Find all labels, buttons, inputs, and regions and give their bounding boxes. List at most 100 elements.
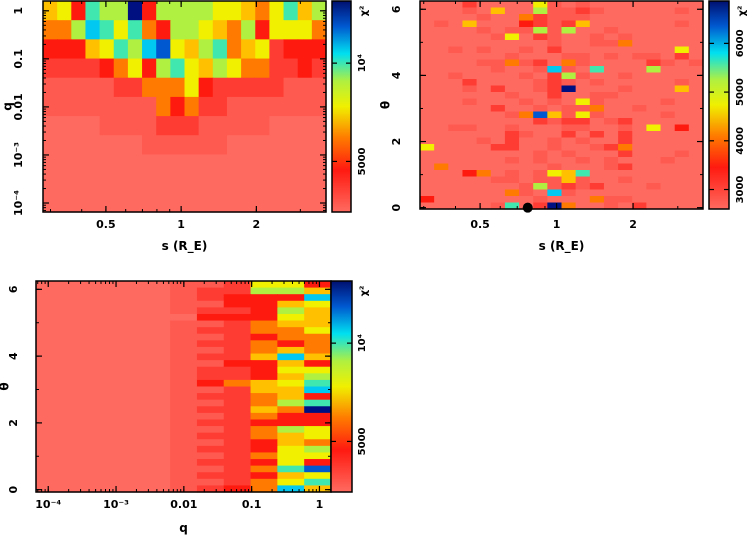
heatmap-cell <box>618 183 633 191</box>
heatmap-cell <box>434 118 449 126</box>
heatmap-cell <box>434 157 449 165</box>
heatmap-cell <box>462 7 478 15</box>
heatmap-cell <box>476 46 492 54</box>
heatmap-cell <box>618 137 633 145</box>
heatmap-cell <box>547 27 563 35</box>
heatmap-cell <box>89 426 118 434</box>
heatmap-cell <box>462 92 478 100</box>
heatmap-cell <box>462 124 478 132</box>
heatmap-cell <box>660 131 676 139</box>
heatmap-cell <box>304 360 332 368</box>
heatmap-cell <box>660 27 676 35</box>
heatmap-cell <box>57 96 72 117</box>
heatmap-cell <box>533 33 548 41</box>
heatmap-cell <box>646 33 662 41</box>
heatmap-cell <box>170 412 198 421</box>
heatmap-cell <box>250 465 278 473</box>
x-tick-label: 1 <box>177 218 185 231</box>
heatmap-cell <box>434 20 449 28</box>
heatmap-cell <box>277 340 305 348</box>
heatmap-cell <box>448 66 464 74</box>
heatmap-cell <box>420 111 435 119</box>
heatmap-cell <box>156 173 171 194</box>
heatmap-cell <box>196 386 225 394</box>
heatmap-cell <box>269 96 285 117</box>
heatmap-cell <box>575 131 591 139</box>
heatmap-cell <box>547 137 563 145</box>
heatmap-cell <box>561 157 577 165</box>
heatmap-cell <box>519 14 534 22</box>
heatmap-cell <box>89 287 118 295</box>
heatmap-cell <box>575 189 591 197</box>
heatmap-cell <box>89 307 118 315</box>
heatmap-cell <box>632 157 647 165</box>
heatmap-cell <box>198 20 214 40</box>
heatmap-cell <box>519 105 534 113</box>
heatmap-cell <box>85 173 101 194</box>
heatmap-cell <box>116 465 144 473</box>
heatmap-cell <box>223 353 252 361</box>
heatmap-cell <box>660 163 676 171</box>
heatmap-cell <box>688 176 704 184</box>
heatmap-cell <box>250 281 278 289</box>
heatmap-cell <box>170 307 198 315</box>
heatmap-cell <box>434 189 449 197</box>
heatmap-cell <box>603 66 619 74</box>
heatmap-cell <box>504 118 520 126</box>
heatmap-cell <box>62 360 91 368</box>
heatmap-cell <box>36 465 64 473</box>
heatmap-cell <box>632 105 647 113</box>
heatmap-cell <box>170 379 198 388</box>
heatmap-cell <box>674 33 690 41</box>
heatmap-cell <box>660 1 676 9</box>
heatmap-cell <box>632 98 647 106</box>
heatmap-cell <box>116 439 144 447</box>
heatmap-cell <box>575 157 591 165</box>
heatmap-cell <box>62 412 91 421</box>
heatmap-cell <box>311 116 327 136</box>
heatmap-cell <box>198 77 214 98</box>
heatmap-cell <box>434 202 449 210</box>
heatmap-cell <box>304 399 332 407</box>
heatmap-cell <box>297 39 313 60</box>
heatmap-cell <box>490 157 506 165</box>
heatmap-cell <box>575 79 591 87</box>
heatmap-cell <box>223 478 252 486</box>
heatmap-cell <box>89 340 118 348</box>
heatmap-cell <box>223 373 252 381</box>
heatmap-cell <box>143 333 171 341</box>
heatmap-cell <box>603 46 619 54</box>
heatmap-cell <box>156 77 171 98</box>
heatmap-cell <box>603 196 619 204</box>
heatmap-cell <box>618 144 633 152</box>
heatmap-cell <box>311 96 327 117</box>
heatmap-cell <box>170 472 198 480</box>
heatmap-cell <box>116 412 144 421</box>
heatmap-cell <box>89 373 118 381</box>
heatmap-cell <box>170 77 186 98</box>
heatmap-cell <box>311 1 327 21</box>
heatmap-cell <box>71 39 87 60</box>
heatmap-cell <box>561 189 577 197</box>
heatmap-cell <box>36 366 64 374</box>
heatmap-cell <box>223 287 252 295</box>
heatmap-cell <box>519 170 534 178</box>
heatmap-cell <box>283 135 299 156</box>
heatmap-cell <box>71 20 87 40</box>
heatmap-cell <box>448 79 464 87</box>
y-axis-title: q <box>1 102 15 111</box>
heatmap-cell <box>660 92 676 100</box>
heatmap-cell <box>462 66 478 74</box>
heatmap-cell <box>632 131 647 139</box>
heatmap-cell <box>603 189 619 197</box>
heatmap-cell <box>156 20 171 40</box>
heatmap-cell <box>241 173 256 194</box>
heatmap-cell <box>603 27 619 35</box>
heatmap-cell <box>198 58 214 79</box>
heatmap-cell <box>196 307 225 315</box>
heatmap-cell <box>170 353 198 361</box>
heatmap-cell <box>632 1 647 9</box>
heatmap-cell <box>688 137 704 145</box>
heatmap-cell <box>170 1 186 21</box>
heatmap-cell <box>448 189 464 197</box>
